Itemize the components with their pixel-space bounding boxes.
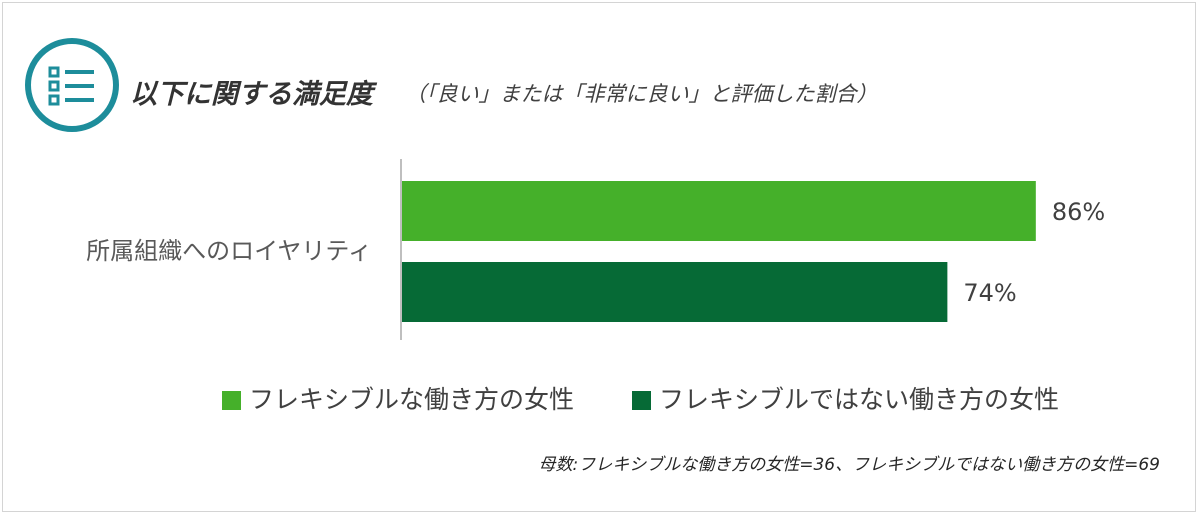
legend-label: フレキシブルではない働き方の女性	[659, 385, 1060, 414]
data-label-series-2: 74%	[963, 279, 1016, 307]
legend-item-series-2: フレキシブルではない働き方の女性	[632, 380, 1059, 416]
bar-series-2	[402, 262, 948, 322]
data-label-series-1: 86%	[1052, 198, 1105, 226]
legend-swatch	[222, 391, 241, 410]
sample-size-footnote: 母数:フレキシブルな働き方の女性=36、フレキシブルではない働き方の女性=69	[538, 455, 1160, 475]
category-label: 所属組織へのロイヤリティ	[86, 237, 372, 265]
chart-title: 以下に関する満足度	[130, 79, 373, 110]
legend: フレキシブルな働き方の女性 フレキシブルではない働き方の女性	[222, 380, 1117, 414]
legend-swatch	[632, 391, 652, 410]
list-icon	[25, 38, 119, 132]
legend-item-series-1: フレキシブルな働き方の女性	[222, 380, 574, 416]
bar-series-1	[402, 181, 1036, 241]
chart-subtitle: （「良い」または「非常に良い」と評価した割合）	[405, 82, 878, 106]
legend-label: フレキシブルな働き方の女性	[249, 385, 575, 414]
